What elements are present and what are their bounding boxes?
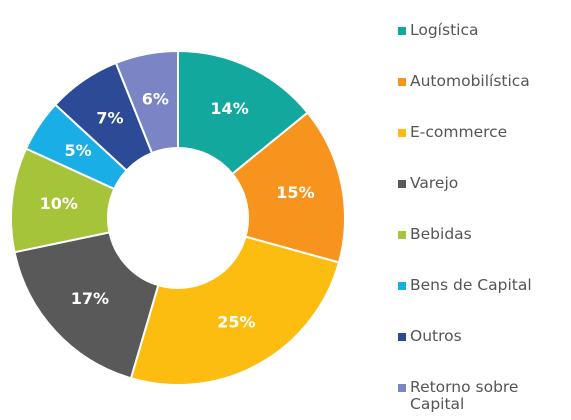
legend-swatch bbox=[398, 333, 406, 341]
legend-label: Retorno sobre Capital bbox=[410, 378, 519, 413]
legend-label: Automobilística bbox=[410, 72, 530, 90]
legend-item: Automobilística bbox=[398, 73, 560, 90]
slice bbox=[230, 111, 346, 264]
slice bbox=[114, 49, 179, 155]
legend-label: Bens de Capital bbox=[410, 276, 532, 294]
data-label: 10% bbox=[40, 194, 78, 213]
legend-swatch bbox=[398, 27, 406, 35]
slice bbox=[177, 49, 310, 176]
legend-item: E-commerce bbox=[398, 124, 560, 141]
legend-item: Retorno sobre Capital bbox=[398, 379, 560, 413]
legend-swatch bbox=[398, 129, 406, 137]
legend-item: Outros bbox=[398, 328, 560, 345]
data-label: 25% bbox=[217, 312, 255, 331]
legend-label: E-commerce bbox=[410, 123, 508, 141]
legend-swatch bbox=[398, 231, 406, 239]
slice bbox=[129, 235, 341, 386]
legend-item: Varejo bbox=[398, 175, 560, 192]
legend-swatch bbox=[398, 180, 406, 188]
data-label: 6% bbox=[142, 90, 169, 109]
legend-swatch bbox=[398, 384, 406, 392]
legend-label: Bebidas bbox=[410, 225, 472, 243]
legend-item: Bebidas bbox=[398, 226, 560, 243]
data-label: 7% bbox=[96, 109, 123, 128]
legend-swatch bbox=[398, 78, 406, 86]
legend-label: Varejo bbox=[410, 174, 459, 192]
data-label: 15% bbox=[276, 183, 314, 202]
legend-swatch bbox=[398, 282, 406, 290]
data-label: 14% bbox=[210, 99, 248, 118]
data-label: 5% bbox=[65, 141, 92, 160]
legend-item: Logística bbox=[398, 22, 560, 39]
data-label: 17% bbox=[71, 289, 109, 308]
legend-label: Outros bbox=[410, 327, 462, 345]
legend-item: Bens de Capital bbox=[398, 277, 560, 294]
slice bbox=[13, 231, 160, 380]
donut-chart: 14% 15% 25% 17% 10% 5%7% 6% bbox=[10, 49, 346, 386]
legend-label: Logística bbox=[410, 21, 479, 39]
